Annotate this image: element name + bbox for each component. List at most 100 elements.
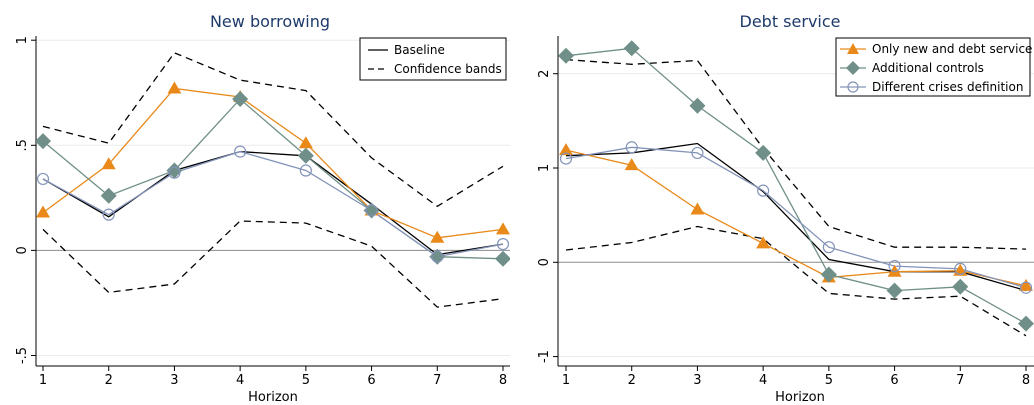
data-point-circle: [496, 237, 510, 251]
data-point-triangle: [624, 158, 639, 171]
series-line: [42, 220, 504, 308]
series-line: [565, 58, 1027, 250]
y-tick-label: 1: [537, 164, 552, 172]
x-axis-label: Horizon: [248, 390, 298, 405]
data-point-circle: [757, 184, 770, 197]
x-tick-label: 6: [367, 373, 375, 388]
legend: Baseline Confidence bands: [359, 37, 507, 81]
series-line: [565, 146, 1027, 289]
panel-new-borrowing: New borrowing Horizon -.5 0 .5 1 1 2 3 4 5 6 7 8 Ba…: [15, 12, 510, 405]
plot-area: -1 0 1 2 1 2 3 4 5 6 7 8: [537, 36, 1034, 388]
x-tick-label: 3: [170, 373, 178, 388]
series-line: [565, 47, 1027, 325]
y-tick-label: .5: [15, 139, 30, 151]
data-point-diamond: [297, 147, 314, 164]
data-point-circle: [691, 146, 704, 160]
legend-label-additional-controls: Additional controls: [872, 61, 984, 75]
data-point-triangle: [36, 205, 50, 218]
data-point-triangle: [430, 230, 445, 243]
y-tick-label: 0: [537, 258, 552, 266]
legend-label-confidence-bands: Confidence bands: [394, 62, 502, 76]
data-point-circle: [299, 164, 312, 177]
data-point-diamond: [689, 97, 706, 114]
x-tick-label: 5: [825, 373, 833, 388]
data-point-triangle: [559, 143, 573, 156]
y-tick-label: -1: [537, 350, 552, 363]
plot-area: -.5 0 .5 1 1 2 3 4 5 6 7 8: [15, 36, 510, 388]
series-layer: [36, 52, 510, 308]
data-point-circle: [234, 145, 247, 158]
data-point-triangle: [167, 81, 182, 94]
circle-marker-icon: [847, 81, 859, 93]
data-point-triangle: [690, 202, 705, 215]
y-tick-label: 1: [15, 36, 30, 44]
legend: Only new and debt service Additional con…: [835, 37, 1032, 97]
series-line: [565, 225, 1027, 337]
data-point-circle: [102, 208, 115, 221]
diamond-marker-icon: [846, 61, 860, 75]
series-line: [565, 149, 1027, 287]
x-tick-label: 7: [433, 373, 441, 388]
data-point-diamond: [1018, 315, 1034, 332]
data-point-diamond: [623, 40, 640, 57]
data-point-circle: [365, 204, 378, 217]
series-line: [42, 87, 504, 239]
x-tick-label: 3: [693, 373, 701, 388]
x-tick-label: 4: [236, 373, 244, 388]
y-tick-label: -.5: [15, 347, 30, 364]
data-point-diamond: [36, 133, 51, 150]
y-tick-label: 2: [537, 70, 552, 78]
series-line: [42, 150, 504, 256]
chart-title: New borrowing: [210, 12, 330, 31]
x-tick-label: 8: [1022, 373, 1030, 388]
data-point-diamond: [755, 144, 772, 161]
series-line: [42, 150, 504, 258]
x-tick-label: 6: [890, 373, 898, 388]
data-point-diamond: [232, 91, 249, 108]
x-tick-label: 2: [628, 373, 636, 388]
x-tick-label: 7: [956, 373, 964, 388]
panel-debt-service: Debt service Horizon -1 0 1 2 1 2 3 4 5 6 7 8 Only …: [537, 12, 1034, 405]
legend-box: [359, 37, 507, 81]
data-point-circle: [954, 262, 967, 275]
data-point-diamond: [952, 278, 969, 295]
x-tick-label: 4: [759, 373, 767, 388]
x-axis-label: Horizon: [775, 390, 825, 405]
series-line: [42, 98, 504, 260]
series-line: [565, 142, 1027, 292]
data-point-circle: [1019, 281, 1033, 294]
data-point-circle: [625, 141, 638, 154]
data-point-triangle: [887, 264, 902, 277]
x-tick-label: 2: [105, 373, 113, 388]
data-point-circle: [168, 166, 181, 179]
data-point-triangle: [1019, 278, 1033, 291]
data-point-triangle: [756, 236, 771, 249]
data-point-diamond: [558, 47, 574, 64]
data-point-circle: [431, 250, 444, 263]
data-point-circle: [36, 172, 50, 186]
legend-box: [835, 37, 1031, 97]
series-line: [42, 52, 504, 208]
data-point-triangle: [101, 157, 116, 170]
data-point-circle: [888, 259, 901, 273]
data-point-diamond: [886, 282, 903, 299]
data-point-diamond: [166, 162, 183, 179]
chart-title: Debt service: [740, 12, 841, 31]
x-tick-label: 1: [39, 373, 47, 388]
data-point-diamond: [495, 250, 510, 267]
data-point-triangle: [496, 222, 510, 235]
triangle-marker-icon: [847, 43, 859, 54]
series-layer: [558, 40, 1034, 337]
data-point-diamond: [100, 187, 117, 204]
legend-label-only-new: Only new and debt service: [872, 42, 1032, 56]
x-tick-label: 5: [302, 373, 310, 388]
x-tick-label: 1: [562, 373, 570, 388]
legend-label-different-crises: Different crises definition: [872, 80, 1023, 94]
y-tick-label: 0: [15, 246, 30, 254]
data-point-circle: [822, 241, 835, 254]
data-point-triangle: [298, 136, 313, 149]
data-point-circle: [559, 152, 573, 165]
data-point-diamond: [820, 266, 837, 283]
legend-label-baseline: Baseline: [394, 43, 445, 57]
